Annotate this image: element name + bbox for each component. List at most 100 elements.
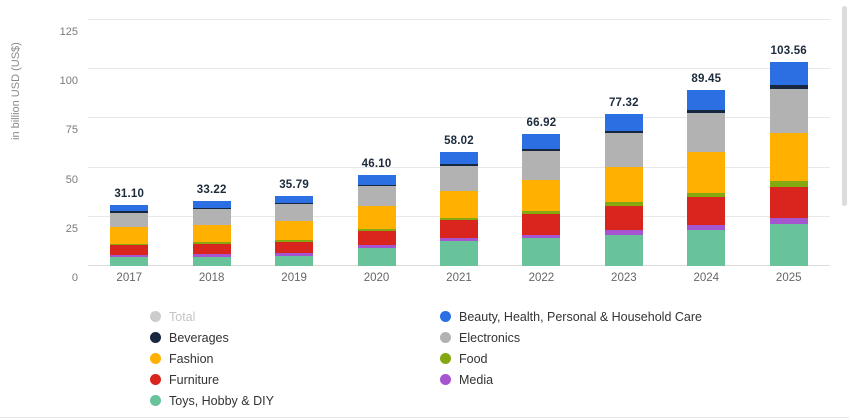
segment-beauty-health-personal-household-care[interactable] — [192, 200, 231, 208]
segment-food[interactable] — [192, 242, 231, 244]
bar-stack-2017[interactable] — [110, 204, 149, 266]
legend-dot-electronics — [440, 332, 451, 343]
segment-beverages[interactable] — [192, 207, 231, 209]
segment-food[interactable] — [604, 202, 643, 206]
segment-fashion[interactable] — [357, 206, 396, 229]
legend-item-total[interactable]: Total — [150, 306, 440, 327]
segment-food[interactable] — [522, 210, 561, 214]
segment-beauty-health-personal-household-care[interactable] — [769, 62, 808, 86]
scrollbar[interactable] — [842, 6, 847, 206]
segment-beverages[interactable] — [522, 148, 561, 151]
segment-beauty-health-personal-household-care[interactable] — [687, 90, 726, 111]
segment-furniture[interactable] — [769, 186, 808, 219]
segment-electronics[interactable] — [357, 186, 396, 207]
segment-media[interactable] — [604, 230, 643, 235]
segment-toys-hobby-diy[interactable] — [439, 241, 478, 266]
segment-toys-hobby-diy[interactable] — [192, 256, 231, 266]
segment-toys-hobby-diy[interactable] — [522, 238, 561, 266]
segment-fashion[interactable] — [439, 191, 478, 218]
segment-fashion[interactable] — [192, 224, 231, 243]
segment-toys-hobby-diy[interactable] — [110, 257, 149, 266]
segment-food[interactable] — [357, 228, 396, 231]
segment-fashion[interactable] — [110, 227, 149, 244]
segment-fashion[interactable] — [687, 151, 726, 193]
segment-media[interactable] — [522, 234, 561, 239]
segment-beauty-health-personal-household-care[interactable] — [357, 175, 396, 185]
segment-food[interactable] — [275, 240, 314, 242]
segment-beauty-health-personal-household-care[interactable] — [604, 113, 643, 131]
segment-fashion[interactable] — [275, 221, 314, 241]
segment-beverages[interactable] — [769, 85, 808, 89]
segment-furniture[interactable] — [275, 241, 314, 254]
segment-beverages[interactable] — [604, 130, 643, 134]
segment-media[interactable] — [439, 237, 478, 242]
legend-item-beauty-health-personal-household-care[interactable]: Beauty, Health, Personal & Household Car… — [440, 306, 702, 327]
segment-beverages[interactable] — [687, 110, 726, 114]
legend-label: Beverages — [169, 330, 229, 345]
bar-stack-2021[interactable] — [439, 151, 478, 266]
segment-furniture[interactable] — [687, 197, 726, 225]
legend-item-food[interactable]: Food — [440, 348, 702, 369]
bar-stack-2025[interactable] — [769, 62, 808, 266]
segment-beverages[interactable] — [110, 211, 149, 213]
segment-media[interactable] — [769, 218, 808, 224]
segment-media[interactable] — [687, 224, 726, 230]
bar-stack-2019[interactable] — [275, 195, 314, 266]
segment-food[interactable] — [687, 192, 726, 198]
segment-fashion[interactable] — [769, 133, 808, 182]
y-tick-label: 50 — [65, 173, 78, 186]
bar-stack-2020[interactable] — [357, 175, 396, 266]
legend-item-beverages[interactable]: Beverages — [150, 327, 440, 348]
legend-item-furniture[interactable]: Furniture — [150, 369, 440, 390]
segment-media[interactable] — [110, 254, 149, 258]
bar-stack-2022[interactable] — [522, 134, 561, 266]
segment-electronics[interactable] — [192, 208, 231, 225]
segment-beauty-health-personal-household-care[interactable] — [275, 195, 314, 203]
segment-electronics[interactable] — [439, 165, 478, 192]
legend-dot-furniture — [150, 374, 161, 385]
segment-food[interactable] — [439, 217, 478, 221]
segment-electronics[interactable] — [275, 204, 314, 222]
gridline-125: 125 — [60, 19, 830, 38]
segment-beauty-health-personal-household-care[interactable] — [439, 151, 478, 164]
segment-electronics[interactable] — [687, 113, 726, 152]
segment-food[interactable] — [769, 181, 808, 187]
segment-electronics[interactable] — [522, 150, 561, 181]
x-tick-label-2024: 2024 — [693, 272, 720, 284]
segment-media[interactable] — [357, 245, 396, 249]
segment-furniture[interactable] — [357, 230, 396, 246]
segment-fashion[interactable] — [604, 166, 643, 203]
legend-item-media[interactable]: Media — [440, 369, 702, 390]
segment-electronics[interactable] — [110, 212, 149, 228]
segment-food[interactable] — [110, 244, 149, 245]
segment-fashion[interactable] — [522, 180, 561, 211]
segment-media[interactable] — [192, 254, 231, 257]
segment-toys-hobby-diy[interactable] — [357, 248, 396, 266]
segment-beauty-health-personal-household-care[interactable] — [522, 134, 561, 149]
legend-item-electronics[interactable]: Electronics — [440, 327, 702, 348]
segment-toys-hobby-diy[interactable] — [687, 229, 726, 266]
segment-media[interactable] — [275, 253, 314, 256]
segment-beverages[interactable] — [439, 163, 478, 166]
legend-item-fashion[interactable]: Fashion — [150, 348, 440, 369]
bar-stack-2018[interactable] — [192, 200, 231, 266]
segment-electronics[interactable] — [604, 133, 643, 167]
x-tick-label-2021: 2021 — [446, 272, 472, 284]
segment-furniture[interactable] — [522, 213, 561, 235]
segment-beauty-health-personal-household-care[interactable] — [110, 204, 149, 212]
segment-toys-hobby-diy[interactable] — [275, 255, 314, 266]
segment-furniture[interactable] — [604, 205, 643, 231]
bar-stack-2023[interactable] — [604, 113, 643, 266]
legend-label: Media — [459, 372, 494, 387]
segment-furniture[interactable] — [439, 220, 478, 238]
bar-stack-2024[interactable] — [687, 90, 726, 266]
segment-furniture[interactable] — [192, 243, 231, 255]
segment-toys-hobby-diy[interactable] — [604, 234, 643, 266]
segment-furniture[interactable] — [110, 244, 149, 255]
segment-beverages[interactable] — [357, 184, 396, 187]
segment-toys-hobby-diy[interactable] — [769, 223, 808, 266]
segment-electronics[interactable] — [769, 88, 808, 134]
segment-beverages[interactable] — [275, 202, 314, 205]
legend-item-toys-hobby-diy[interactable]: Toys, Hobby & DIY — [150, 390, 440, 411]
